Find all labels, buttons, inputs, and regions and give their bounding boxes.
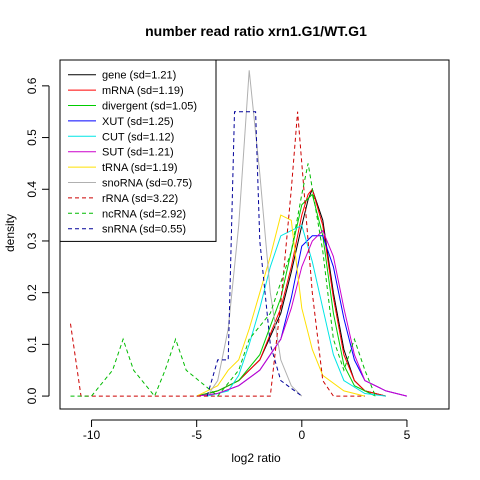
y-tick-label: 0.5 (25, 129, 39, 146)
series-line (196, 214, 366, 397)
legend-entry: gene (sd=1.21) (102, 70, 176, 82)
legend-entry: mRNA (sd=1.19) (102, 85, 184, 97)
series-line (196, 229, 408, 397)
y-tick-label: 0.3 (25, 232, 39, 249)
series-line (70, 163, 376, 398)
legend-entry: tRNA (sd=1.19) (102, 162, 178, 174)
legend-entry: rRNA (sd=3.22) (102, 193, 178, 205)
legend-entry: snRNA (sd=0.55) (102, 224, 186, 236)
series-line (206, 111, 303, 397)
legend-entry: SUT (sd=1.21) (102, 147, 174, 159)
legend-entry: divergent (sd=1.05) (102, 101, 197, 113)
legend-entry: snoRNA (sd=0.75) (102, 178, 192, 190)
series-line (206, 70, 303, 397)
y-tick-label: 0.0 (25, 387, 39, 404)
series-line (70, 111, 365, 397)
x-tick-label: 0 (298, 428, 305, 442)
y-tick-label: 0.4 (25, 181, 39, 198)
x-tick-label: -10 (83, 428, 101, 442)
x-axis-label: log2 ratio (231, 451, 281, 465)
series-line (196, 193, 376, 397)
plot-area (70, 70, 408, 398)
legend: gene (sd=1.21) mRNA (sd=1.19) divergent (s… (59, 59, 217, 242)
legend-entry: XUT (sd=1.25) (102, 116, 174, 128)
x-tick-label: 5 (404, 428, 411, 442)
legend-entry: CUT (sd=1.12) (102, 131, 174, 143)
legend-entry: ncRNA (sd=2.92) (102, 208, 186, 220)
y-tick-label: 0.2 (25, 284, 39, 301)
legend-box (59, 59, 217, 242)
y-tick-label: 0.6 (25, 77, 39, 94)
chart-title: number read ratio xrn1.G1/WT.G1 (145, 23, 367, 39)
x-tick-label: -5 (191, 428, 202, 442)
y-axis-label: density (3, 214, 17, 252)
series-line (207, 224, 386, 397)
series-line (196, 188, 387, 397)
y-tick-label: 0.1 (25, 336, 39, 353)
